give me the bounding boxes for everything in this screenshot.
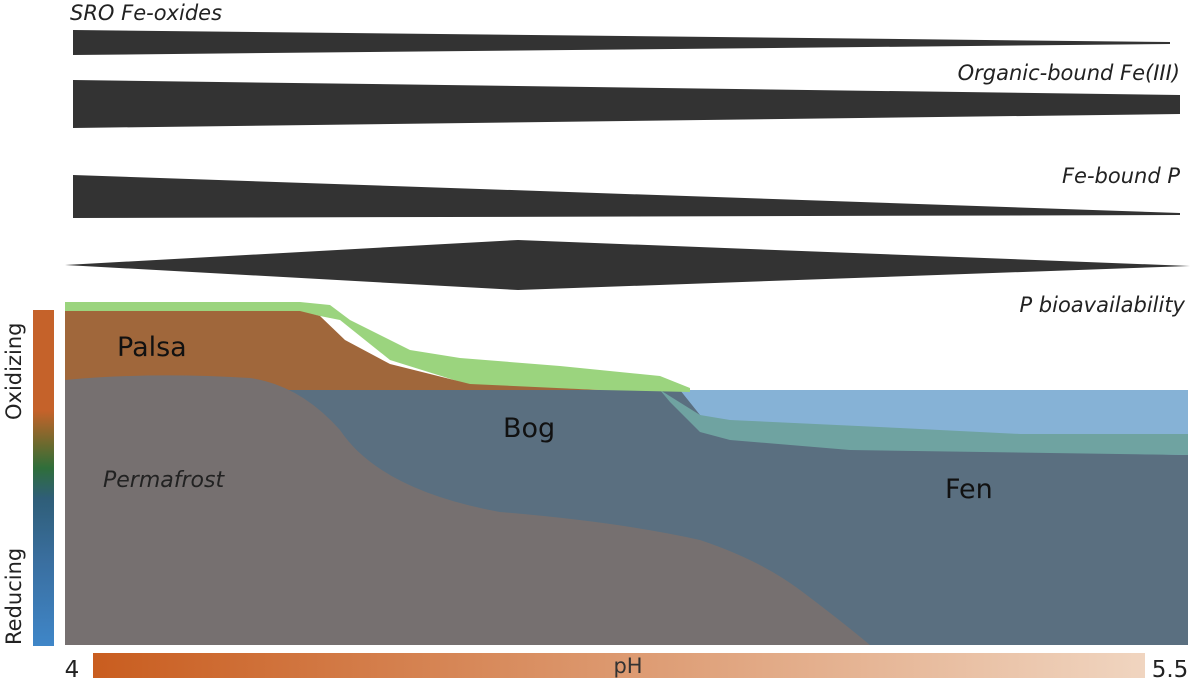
- ph-gradient-bar: [93, 653, 1145, 678]
- label-fe-bound-p: Fe-bound P: [1062, 164, 1180, 188]
- ph-min-label: 4: [65, 657, 80, 682]
- region-label-palsa: Palsa: [117, 332, 187, 363]
- label-sro-fe-oxides: SRO Fe-oxides: [70, 1, 222, 25]
- redox-label-oxidizing: Oxidizing: [2, 323, 26, 420]
- redox-label-reducing: Reducing: [2, 548, 26, 645]
- fen-transition-layer: [660, 390, 1188, 455]
- redox-gradient-bar: [33, 310, 54, 646]
- wedge-fe-bound-p: [73, 175, 1180, 218]
- palsa-soil-layer: [65, 311, 600, 390]
- wedge-organic-bound-fe: [73, 80, 1180, 128]
- ph-max-label: 5.5: [1152, 657, 1189, 682]
- region-label-bog: Bog: [503, 413, 555, 444]
- permafrost-layer: [65, 375, 870, 645]
- landscape-cross-section: [65, 302, 1188, 645]
- region-label-permafrost: Permafrost: [103, 468, 225, 493]
- label-organic-bound-fe: Organic-bound Fe(III): [958, 61, 1180, 85]
- vegetation-layer: [65, 302, 690, 392]
- label-p-bioavailability: P bioavailability: [1019, 293, 1185, 317]
- ph-axis-label: pH: [613, 654, 642, 678]
- wedge-sro-fe-oxides: [73, 30, 1170, 55]
- region-label-fen: Fen: [945, 474, 993, 505]
- wedge-p-bioavailability: [65, 240, 1190, 290]
